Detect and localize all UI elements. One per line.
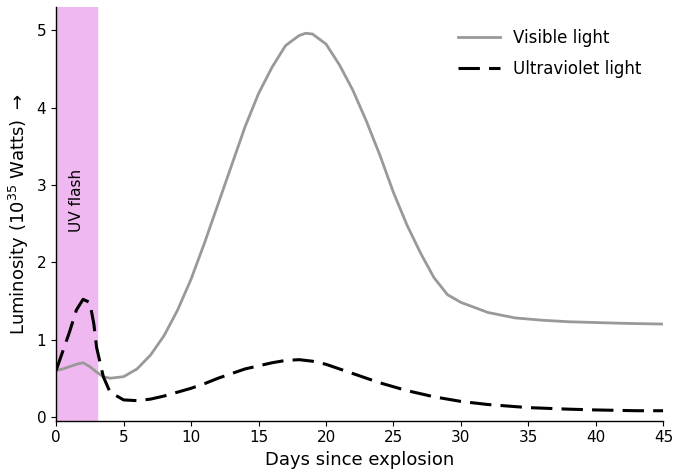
Visible light [619,320,627,326]
Visible light [86,364,94,369]
Visible light [65,364,73,369]
Y-axis label: Luminosity (10$^{35}$ Watts) $\rightarrow$: Luminosity (10$^{35}$ Watts) $\rightarro… [7,93,31,335]
Line: Visible light: Visible light [56,33,664,378]
Visible light [538,317,546,323]
Visible light [660,321,668,327]
Ultraviolet light [282,357,290,363]
Ultraviolet light [201,381,209,387]
Visible light [92,369,101,375]
Visible light [99,374,107,379]
Visible light [302,30,310,36]
Ultraviolet light [592,407,600,413]
Text: UV flash: UV flash [69,169,84,232]
Visible light [430,275,438,280]
Ultraviolet light [268,360,276,366]
Visible light [254,91,262,97]
Ultraviolet light [120,397,128,403]
Visible light [443,292,452,298]
Ultraviolet light [349,371,357,377]
Ultraviolet light [72,307,80,313]
Ultraviolet light [52,367,60,373]
Visible light [416,250,424,256]
Ultraviolet light [58,348,67,354]
Ultraviolet light [309,358,317,364]
Visible light [322,41,330,47]
Ultraviolet light [484,402,492,407]
Visible light [52,367,60,373]
Visible light [227,163,235,169]
Visible light [120,374,128,379]
Visible light [146,352,154,358]
Ultraviolet light [146,396,154,402]
Ultraviolet light [632,408,641,414]
Visible light [201,240,209,246]
Visible light [173,307,182,313]
Ultraviolet light [79,297,87,302]
Ultraviolet light [376,380,384,386]
Visible light [335,62,343,68]
Legend: Visible light, Ultraviolet light: Visible light, Ultraviolet light [445,15,655,91]
Visible light [484,309,492,315]
Ultraviolet light [187,386,195,391]
Visible light [565,319,573,325]
Visible light [349,88,357,93]
Line: Ultraviolet light: Ultraviolet light [56,299,664,411]
Ultraviolet light [86,299,94,305]
Visible light [214,201,222,207]
Ultraviolet light [227,371,235,377]
Visible light [511,315,519,321]
Visible light [160,333,168,338]
Visible light [133,366,141,372]
Visible light [241,124,249,129]
Visible light [282,43,290,49]
Ultraviolet light [133,398,141,404]
Ultraviolet light [160,393,168,399]
Bar [56,7,97,421]
Ultraviolet light [214,376,222,381]
Ultraviolet light [295,357,303,363]
Ultraviolet light [106,389,114,395]
Visible light [362,119,371,124]
Visible light [106,376,114,381]
Ultraviolet light [430,394,438,400]
Visible light [268,64,276,70]
Visible light [187,277,195,282]
Visible light [457,299,465,305]
X-axis label: Days since explosion: Days since explosion [265,451,454,469]
Ultraviolet light [403,388,411,394]
Visible light [295,33,303,39]
Visible light [390,190,398,196]
Ultraviolet light [254,363,262,369]
Ultraviolet light [322,361,330,367]
Visible light [403,222,411,228]
Ultraviolet light [660,408,668,414]
Ultraviolet light [457,398,465,404]
Visible light [72,361,80,367]
Ultraviolet light [92,345,101,350]
Visible light [79,360,87,366]
Visible light [376,153,384,159]
Ultraviolet light [90,321,98,327]
Ultraviolet light [173,389,182,395]
Visible light [592,320,600,326]
Visible light [58,366,67,372]
Ultraviolet light [241,366,249,372]
Ultraviolet light [565,407,573,412]
Ultraviolet light [524,405,532,410]
Ultraviolet light [99,374,107,379]
Ultraviolet light [65,329,73,335]
Visible light [309,31,317,37]
